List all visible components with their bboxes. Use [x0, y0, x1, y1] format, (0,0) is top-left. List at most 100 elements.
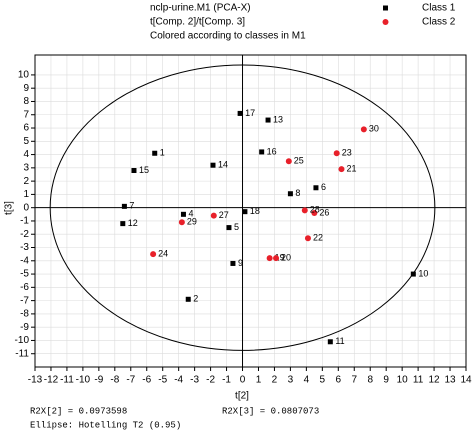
- y-tick-label: 10: [18, 70, 30, 81]
- point-label: 16: [267, 146, 277, 156]
- x-tick-label: -1: [222, 375, 231, 386]
- y-tick-label: -6: [20, 282, 29, 293]
- annotation: Colored according to classes in M1: [150, 31, 306, 42]
- x-tick-label: -12: [44, 375, 59, 386]
- y-tick-label: 3: [23, 162, 29, 173]
- y-tick-label: -11: [15, 348, 29, 359]
- point: [210, 162, 216, 168]
- y-tick-label: -2: [20, 229, 29, 240]
- x-tick-label: -2: [206, 375, 215, 386]
- point-label: 22: [313, 233, 323, 243]
- y-tick-label: -10: [15, 335, 30, 346]
- x-tick-label: 0: [240, 375, 246, 386]
- x-tick-label: 4: [304, 375, 310, 386]
- point: [338, 166, 345, 173]
- x-tick-label: 7: [351, 375, 357, 386]
- point-label: 4: [188, 209, 193, 219]
- footer-text: Ellipse: Hotelling T2 (0.95): [30, 420, 181, 430]
- point-label: 15: [139, 165, 149, 175]
- x-tick-label: 10: [397, 375, 409, 386]
- point: [185, 296, 191, 302]
- x-tick-label: 12: [429, 375, 441, 386]
- point-label: 17: [245, 108, 255, 118]
- x-tick-label: 13: [444, 375, 456, 386]
- point-label: 8: [295, 188, 300, 198]
- x-tick-label: -3: [190, 375, 199, 386]
- x-tick-label: -10: [76, 375, 91, 386]
- x-tick-label: 2: [272, 375, 278, 386]
- point-label: 5: [234, 222, 239, 232]
- point: [230, 260, 236, 266]
- footer-text: R2X[2] = 0.0973598: [30, 406, 127, 416]
- point-label: 14: [218, 160, 228, 170]
- y-tick-label: 6: [23, 123, 29, 134]
- footer-text: R2X[3] = 0.0807073: [222, 406, 319, 416]
- point: [410, 271, 416, 277]
- point: [304, 235, 311, 242]
- point: [333, 150, 340, 157]
- point: [131, 168, 137, 174]
- y-tick-label: 0: [23, 202, 29, 213]
- point-label: 7: [129, 201, 134, 211]
- y-tick-label: -5: [20, 269, 29, 280]
- x-tick-label: 5: [320, 375, 326, 386]
- x-tick-label: -9: [94, 375, 103, 386]
- point: [327, 339, 333, 345]
- x-tick-label: 9: [383, 375, 389, 386]
- legend-label: Class 1: [422, 3, 456, 14]
- x-tick-label: 6: [336, 375, 342, 386]
- y-tick-label: 9: [23, 83, 29, 94]
- point: [120, 221, 126, 227]
- point-label: 20: [281, 253, 291, 263]
- y-tick-label: 4: [23, 149, 29, 160]
- point-label: 13: [273, 114, 283, 124]
- x-axis-label: t[2]: [235, 391, 249, 402]
- point-label: 21: [346, 164, 356, 174]
- point: [150, 251, 157, 258]
- y-tick-label: -3: [20, 242, 29, 253]
- point: [360, 126, 367, 133]
- point-label: 18: [250, 206, 260, 216]
- point-label: 19: [275, 253, 285, 263]
- y-tick-label: 1: [23, 189, 29, 200]
- y-tick-label: -7: [20, 295, 29, 306]
- x-tick-label: 1: [256, 375, 262, 386]
- point: [273, 255, 280, 262]
- point: [311, 209, 318, 216]
- point: [266, 255, 273, 262]
- y-tick-label: -9: [20, 322, 29, 333]
- y-tick-label: 8: [23, 96, 29, 107]
- point: [301, 207, 308, 214]
- y-tick-label: -4: [20, 255, 29, 266]
- x-tick-label: -5: [158, 375, 167, 386]
- x-tick-label: -13: [28, 375, 43, 386]
- point: [226, 225, 232, 231]
- point-label: 1: [160, 148, 165, 158]
- x-tick-label: -4: [174, 375, 183, 386]
- y-tick-label: 5: [23, 136, 29, 147]
- point-label: 2: [193, 294, 198, 304]
- hotelling-ellipse: [49, 64, 436, 351]
- point: [210, 212, 217, 219]
- point: [237, 110, 243, 116]
- point-label: 9: [238, 258, 243, 268]
- y-tick-label: -8: [20, 309, 29, 320]
- legend-marker: [382, 19, 389, 25]
- point-label: 11: [335, 336, 344, 346]
- point-label: 10: [418, 268, 428, 278]
- x-tick-label: 11: [413, 375, 424, 386]
- legend-marker: [383, 5, 388, 11]
- point: [152, 150, 158, 156]
- x-tick-label: 14: [460, 375, 472, 386]
- point-label: 6: [321, 182, 326, 192]
- y-tick-label: -1: [20, 216, 29, 227]
- point-label: 12: [128, 218, 138, 228]
- point: [313, 185, 319, 191]
- chart-title: nclp-urine.M1 (PCA-X): [150, 3, 251, 14]
- x-tick-label: 8: [367, 375, 373, 386]
- x-tick-label: -8: [110, 375, 119, 386]
- point: [180, 211, 186, 217]
- legend-label: Class 2: [422, 17, 456, 28]
- point: [259, 149, 265, 155]
